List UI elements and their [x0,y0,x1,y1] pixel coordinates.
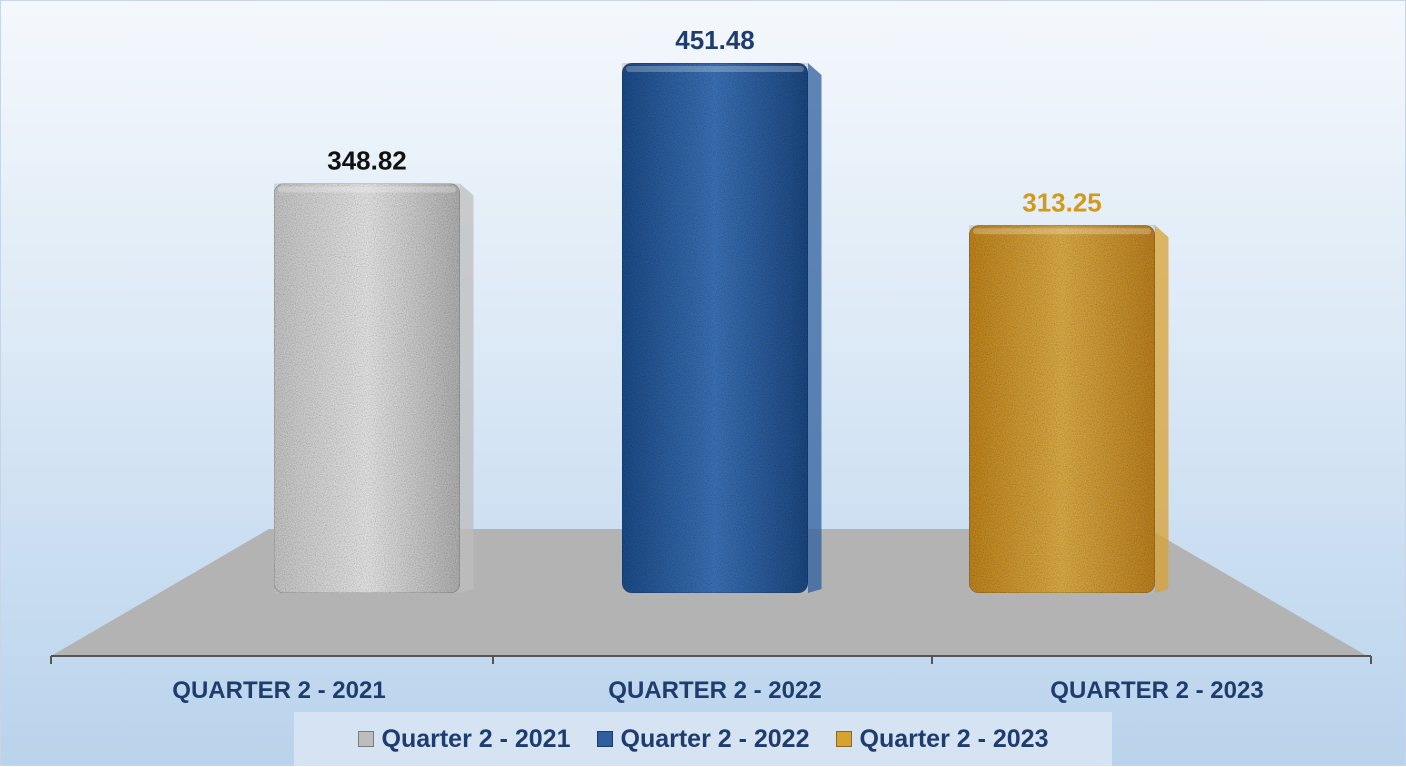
bar-2 [968,224,1156,594]
legend-swatch-2023 [835,731,852,747]
legend-label-2023: Quarter 2 - 2023 [859,724,1049,753]
bar-side-0 [460,183,474,593]
legend-label-2022: Quarter 2 - 2022 [620,724,810,753]
value-label-1: 451.48 [675,25,755,55]
bar-side-2 [1155,225,1169,593]
category-label-2: QUARTER 2 - 2023 [1050,677,1263,704]
legend-label-2021: Quarter 2 - 2021 [381,724,571,753]
value-label-0: 348.82 [327,146,407,176]
bar-highlight-0 [278,186,456,193]
legend-swatch-2022 [596,731,613,747]
legend: Quarter 2 - 2021 Quarter 2 - 2022 Quarte… [294,712,1112,766]
legend-swatch-2021 [357,731,374,747]
category-label-0: QUARTER 2 - 2021 [172,677,385,704]
bar-highlight-1 [626,66,804,72]
bar-0 [273,183,461,594]
bar-1 [621,62,809,594]
legend-item-2021: Quarter 2 - 2021 [357,724,571,754]
legend-item-2022: Quarter 2 - 2022 [596,724,810,754]
category-label-1: QUARTER 2 - 2022 [608,677,821,704]
legend-item-2023: Quarter 2 - 2023 [835,724,1049,754]
bar-side-1 [808,63,822,593]
bar-highlight-2 [973,228,1151,235]
value-label-2: 313.25 [1022,187,1102,217]
